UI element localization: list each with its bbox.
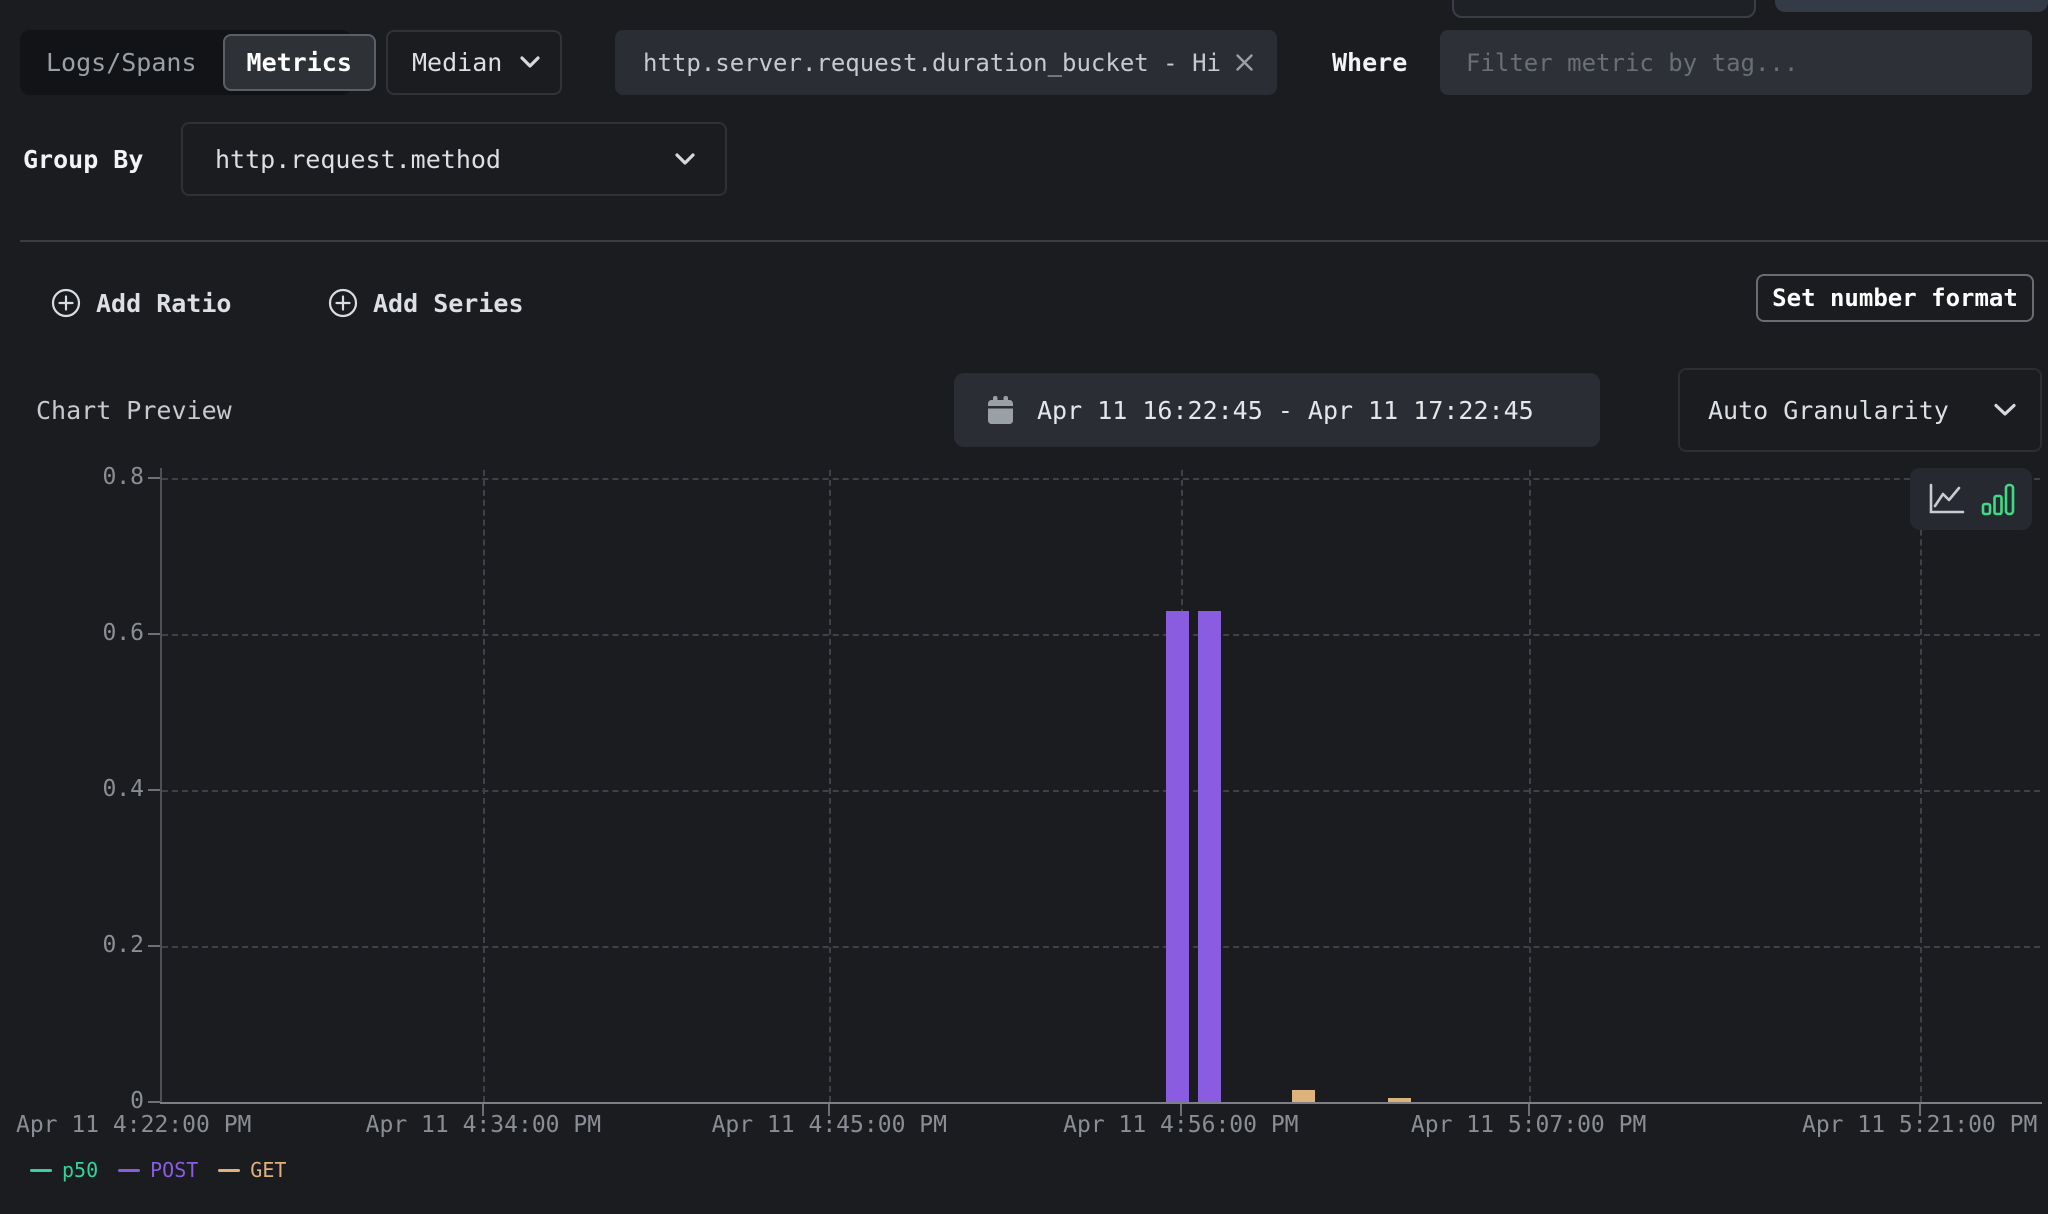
close-icon[interactable]: [1232, 50, 1257, 75]
legend-label: GET: [250, 1158, 287, 1182]
gridline-x: [1919, 470, 1922, 1102]
y-axis-tick-label: 0.4: [102, 776, 144, 802]
time-range-value: Apr 11 16:22:45 - Apr 11 17:22:45: [1037, 395, 1534, 425]
legend-item-p50[interactable]: p50: [30, 1158, 98, 1182]
y-axis-tick: [148, 633, 160, 635]
aggregation-dropdown[interactable]: Median: [386, 30, 562, 95]
add-series-label: Add Series: [373, 288, 524, 318]
chevron-down-icon: [518, 55, 542, 70]
chevron-down-icon: [673, 152, 697, 167]
calendar-icon: [986, 395, 1015, 426]
source-toggle: Logs/Spans Metrics: [20, 30, 376, 95]
group-by-label: Group By: [23, 144, 144, 174]
legend-dash-icon: [218, 1168, 241, 1172]
x-axis-tick-label: Apr 11 4:45:00 PM: [711, 1112, 947, 1138]
x-axis-tick-label: Apr 11 4:56:00 PM: [1063, 1112, 1299, 1138]
legend-dash-icon: [118, 1168, 141, 1172]
filter-placeholder: Filter metric by tag...: [1466, 48, 1799, 77]
chart-type-toggle: [1910, 468, 2032, 530]
legend-label: p50: [62, 1158, 99, 1182]
gridline-x: [829, 470, 832, 1102]
set-number-format-button[interactable]: Set number format: [1756, 274, 2034, 322]
bar-chart-icon[interactable]: [1980, 481, 2016, 517]
chart-legend: p50 POST GET: [30, 1158, 286, 1182]
tab-logs-spans[interactable]: Logs/Spans: [46, 48, 197, 77]
metric-chip[interactable]: http.server.request.duration_bucket - Hi: [615, 30, 1277, 95]
gridline-y: [162, 790, 2040, 792]
partial-top-input[interactable]: [1452, 0, 1756, 18]
legend-label: POST: [150, 1158, 199, 1182]
y-axis-tick: [148, 1101, 160, 1103]
x-axis-tick: [482, 1104, 485, 1116]
where-label: Where: [1332, 48, 1408, 77]
x-axis-tick-label: Apr 11 5:21:00 PM: [1801, 1112, 2038, 1138]
group-by-value: http.request.method: [215, 144, 501, 174]
legend-dash-icon: [30, 1168, 52, 1172]
granularity-dropdown[interactable]: Auto Granularity: [1678, 368, 2042, 452]
y-axis-tick-label: 0.2: [102, 932, 144, 958]
x-axis-tick: [828, 1104, 831, 1116]
x-axis-tick-label: Apr 11 5:07:00 PM: [1410, 1112, 1647, 1138]
y-axis-line: [160, 468, 162, 1104]
tab-metrics[interactable]: Metrics: [222, 34, 376, 91]
x-axis-line: [160, 1102, 2042, 1104]
y-axis-tick-label: 0.6: [102, 620, 144, 646]
y-axis-tick-label: 0.8: [102, 464, 144, 490]
metric-name: http.server.request.duration_bucket - Hi: [643, 48, 1221, 77]
line-chart-icon[interactable]: [1926, 482, 1966, 516]
chart-plot-area: [160, 470, 2040, 1102]
x-axis-tick: [1179, 1104, 1182, 1116]
bar-get: [1291, 1089, 1315, 1102]
gridline-y: [162, 946, 2040, 948]
y-axis-tick: [148, 789, 160, 791]
gridline-x: [483, 470, 486, 1102]
gridline-x: [1528, 470, 1531, 1102]
granularity-value: Auto Granularity: [1708, 395, 1949, 425]
partial-top-button[interactable]: [1775, 0, 2048, 12]
divider: [20, 240, 2048, 242]
gridline-y: [162, 478, 2040, 480]
circle-plus-icon: [50, 287, 82, 319]
aggregation-value: Median: [412, 48, 503, 77]
y-axis-tick: [148, 477, 160, 479]
y-axis-tick-label: 0: [130, 1088, 144, 1114]
x-axis-tick-label: Apr 11 4:34:00 PM: [365, 1112, 602, 1138]
group-by-dropdown[interactable]: http.request.method: [181, 122, 727, 196]
bar-post: [1165, 610, 1189, 1102]
x-axis-tick-label: Apr 11 4:22:00 PM: [15, 1112, 252, 1138]
chart-preview-title: Chart Preview: [36, 395, 232, 425]
filter-input[interactable]: Filter metric by tag...: [1440, 30, 2032, 95]
gridline-y: [162, 634, 2040, 636]
legend-item-post[interactable]: POST: [118, 1158, 198, 1182]
add-ratio-label: Add Ratio: [96, 288, 232, 318]
chevron-down-icon: [1992, 402, 2018, 418]
x-axis-tick: [1918, 1104, 1921, 1116]
x-axis-tick: [1527, 1104, 1530, 1116]
bar-get: [1387, 1098, 1411, 1102]
bar-post: [1197, 610, 1221, 1102]
add-ratio-button[interactable]: Add Ratio: [50, 283, 231, 323]
time-range-picker[interactable]: Apr 11 16:22:45 - Apr 11 17:22:45: [954, 373, 1600, 447]
circle-plus-icon: [327, 287, 359, 319]
add-series-button[interactable]: Add Series: [327, 283, 524, 323]
y-axis-tick: [148, 945, 160, 947]
legend-item-get[interactable]: GET: [218, 1158, 286, 1182]
